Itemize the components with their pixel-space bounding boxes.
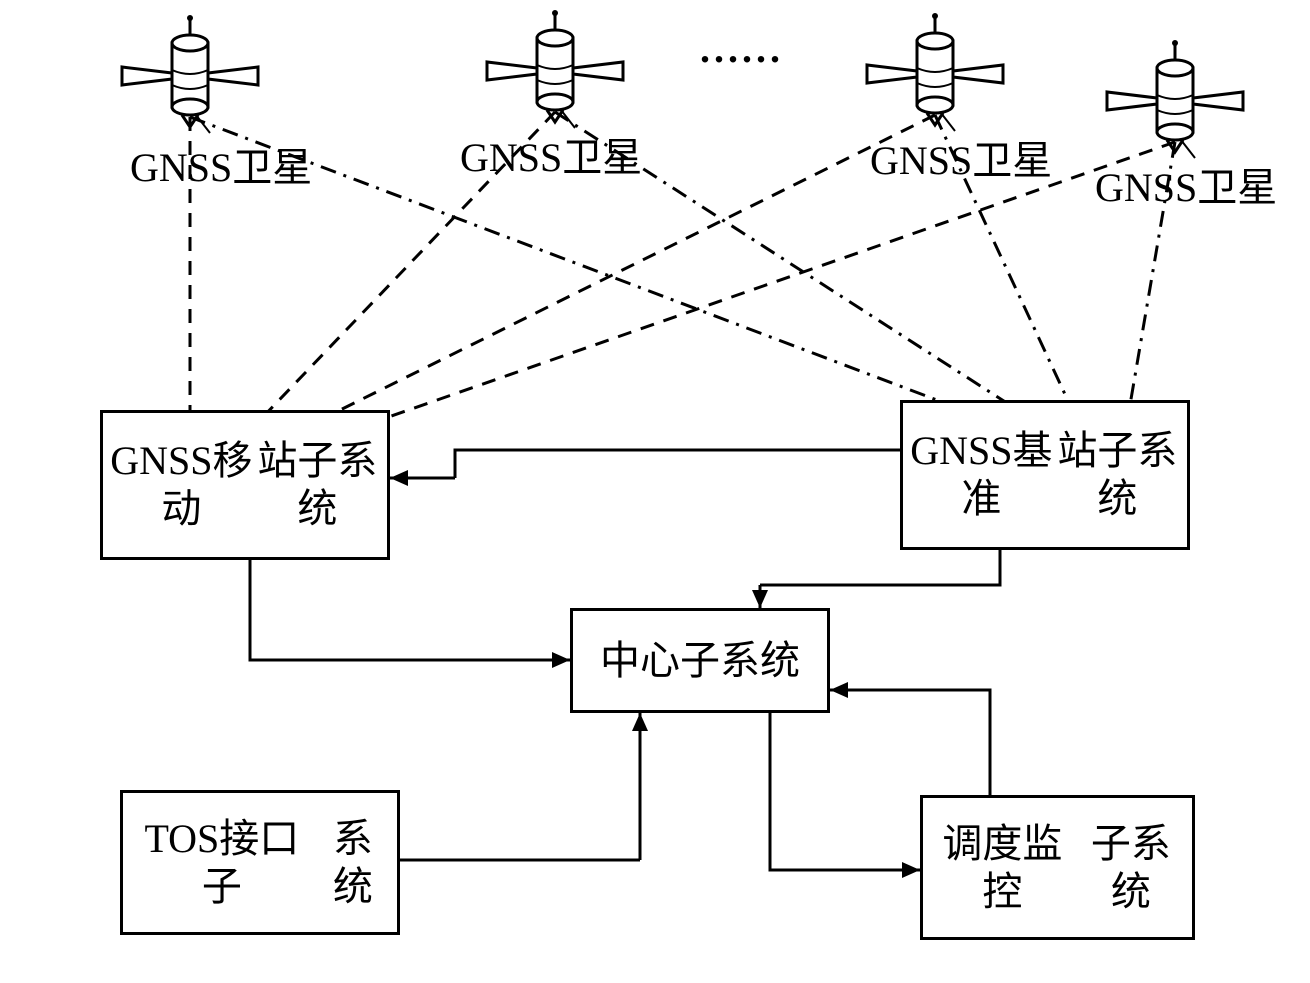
- satellite-icon: [122, 15, 258, 133]
- ellipsis: ......: [700, 25, 784, 72]
- satellite-icon: [1107, 40, 1243, 158]
- node-monitor: 调度监控子系统: [920, 795, 1195, 940]
- satellite-icon: [487, 10, 623, 128]
- satellite-label: GNSS卫星: [460, 125, 642, 183]
- signal-line: [380, 142, 1175, 420]
- center-monitor-down: [770, 713, 890, 870]
- center-monitor-up: [860, 690, 990, 795]
- satellite-label: GNSS卫星: [130, 135, 312, 193]
- node-center: 中心子系统: [570, 608, 830, 713]
- base-to-mobile: [455, 450, 900, 478]
- mobile-to-center: [250, 560, 540, 660]
- satellite-icon: [867, 13, 1003, 131]
- node-mobile: GNSS移动站子系统: [100, 410, 390, 560]
- satellite-label: GNSS卫星: [1095, 155, 1277, 213]
- satellite-label: GNSS卫星: [870, 128, 1052, 186]
- base-to-center: [760, 550, 1000, 585]
- node-tos: TOS接口子系统: [120, 790, 400, 935]
- node-base: GNSS基准站子系统: [900, 400, 1190, 550]
